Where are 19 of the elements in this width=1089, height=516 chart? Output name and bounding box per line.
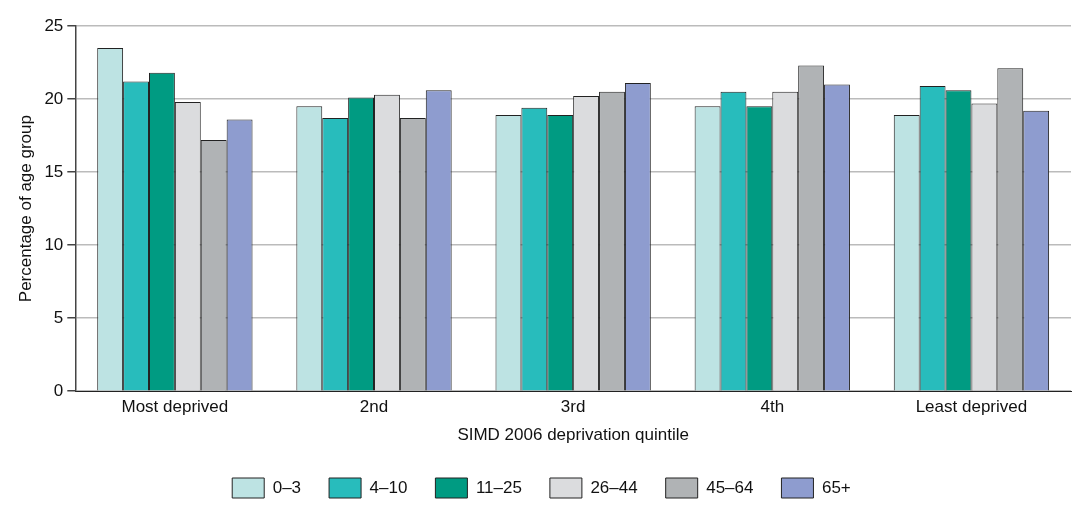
y-tick-label: 25 [44, 15, 64, 35]
legend-label: 26–44 [590, 477, 638, 497]
legend-label: 45–64 [706, 477, 754, 497]
y-tick-label: 10 [44, 234, 64, 254]
y-tick-label: 15 [44, 161, 64, 181]
x-tick-label: 2nd [359, 397, 389, 417]
y-tick-label: 20 [44, 88, 64, 108]
y-axis-title: Percentage of age group [15, 115, 35, 303]
y-tick-label: 0 [53, 380, 64, 400]
x-tick-label: 4th [760, 397, 785, 417]
legend-label: 65+ [821, 477, 851, 497]
y-tick-label: 5 [53, 307, 64, 327]
legend-label: 0–3 [272, 477, 302, 497]
x-tick-label: Least deprived [915, 397, 1028, 417]
x-axis-title: SIMD 2006 deprivation quintile [457, 425, 689, 445]
legend-label: 11–25 [475, 477, 522, 497]
x-tick-label: 3rd [560, 397, 586, 417]
legend-label: 4–10 [369, 477, 408, 497]
x-tick-label: Most deprived [121, 397, 229, 417]
